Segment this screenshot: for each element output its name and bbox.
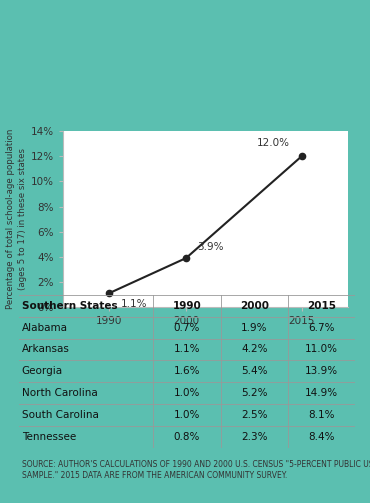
Text: 3.9%: 3.9% bbox=[198, 242, 224, 252]
Y-axis label: Percentage of total school-age population
(ages 5 to 17) in these six states: Percentage of total school-age populatio… bbox=[6, 129, 27, 309]
Text: SOURCE: AUTHOR'S CALCULATIONS OF 1990 AND 2000 U.S. CENSUS "5-PERCENT PUBLIC USE: SOURCE: AUTHOR'S CALCULATIONS OF 1990 AN… bbox=[22, 460, 370, 480]
Text: 1.1%: 1.1% bbox=[121, 299, 147, 309]
Text: 2000: 2000 bbox=[240, 301, 269, 311]
Text: Southern States: Southern States bbox=[22, 301, 118, 311]
Text: 2015: 2015 bbox=[307, 301, 336, 311]
Text: 2.3%: 2.3% bbox=[241, 432, 268, 442]
Text: 1.9%: 1.9% bbox=[241, 323, 268, 332]
Text: 1.6%: 1.6% bbox=[174, 366, 200, 376]
Text: Percentage of Latino K–12 Students
in Six Southern States, 1990–2015: Percentage of Latino K–12 Students in Si… bbox=[26, 25, 351, 58]
Text: 8.1%: 8.1% bbox=[308, 410, 335, 420]
Text: 0.7%: 0.7% bbox=[174, 323, 200, 332]
Text: 1.0%: 1.0% bbox=[174, 410, 200, 420]
Text: 2.5%: 2.5% bbox=[241, 410, 268, 420]
Text: 4.2%: 4.2% bbox=[241, 345, 268, 355]
Text: 12.0%: 12.0% bbox=[257, 137, 290, 147]
Text: Tennessee: Tennessee bbox=[22, 432, 76, 442]
Text: 1990: 1990 bbox=[172, 301, 201, 311]
Text: 6.7%: 6.7% bbox=[308, 323, 335, 332]
Text: 1.0%: 1.0% bbox=[174, 388, 200, 398]
Text: 13.9%: 13.9% bbox=[305, 366, 338, 376]
Text: 0.8%: 0.8% bbox=[174, 432, 200, 442]
Text: 14.9%: 14.9% bbox=[305, 388, 338, 398]
Text: 5.2%: 5.2% bbox=[241, 388, 268, 398]
Text: South Carolina: South Carolina bbox=[22, 410, 99, 420]
Text: 11.0%: 11.0% bbox=[305, 345, 338, 355]
Text: 5.4%: 5.4% bbox=[241, 366, 268, 376]
Text: Alabama: Alabama bbox=[22, 323, 68, 332]
Text: North Carolina: North Carolina bbox=[22, 388, 98, 398]
Text: Arkansas: Arkansas bbox=[22, 345, 70, 355]
Text: 1.1%: 1.1% bbox=[174, 345, 200, 355]
Text: Georgia: Georgia bbox=[22, 366, 63, 376]
Text: 8.4%: 8.4% bbox=[308, 432, 335, 442]
